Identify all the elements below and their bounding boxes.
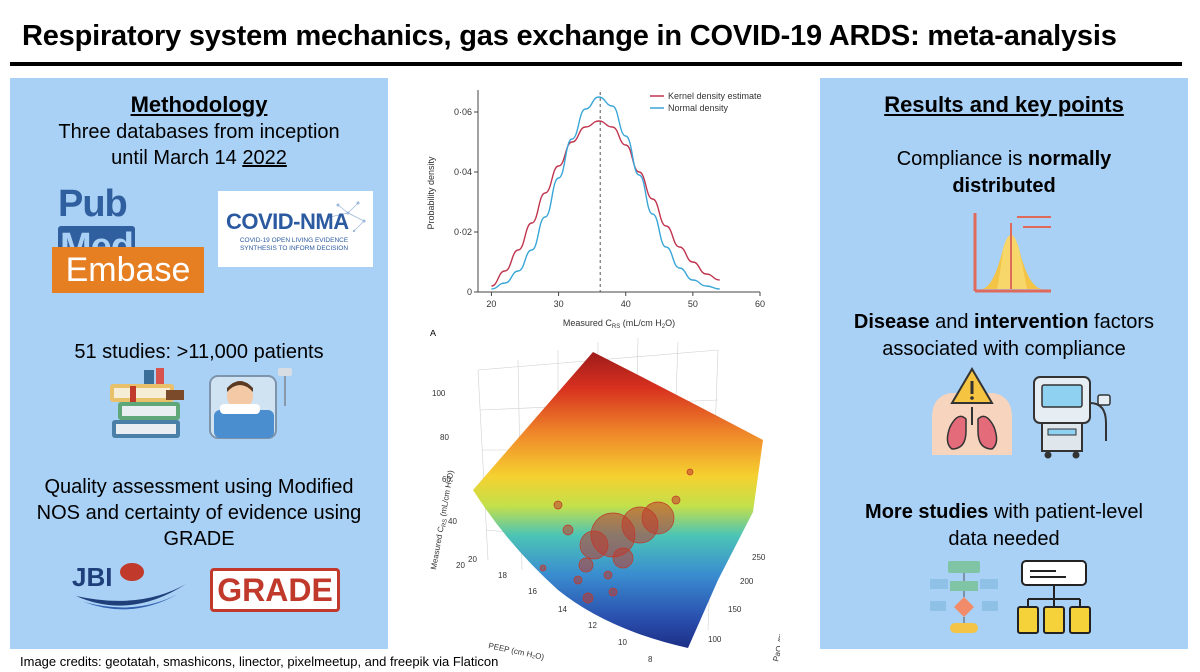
- point-normal-line-1: Compliance is normally: [820, 147, 1188, 172]
- surface-z-tick: 60: [442, 475, 451, 484]
- surface-ticks: 20 40 60 80 100 8 10 12 14 16 18 20 100 150 200 250: [432, 389, 766, 664]
- surface-x-tick: 18: [498, 571, 507, 580]
- surface-y-tick: 250: [752, 553, 766, 562]
- bell-curve-icon: [973, 213, 1051, 293]
- density-y-tick-label: 0: [467, 287, 472, 297]
- methodology-heading: Methodology: [130, 92, 268, 117]
- databases-line-2: until March 14 2022: [10, 146, 388, 171]
- pubmed-logo: PubMed: [58, 183, 198, 269]
- density-y-tick-label: 0·04: [454, 167, 472, 177]
- databases-line-1: Three databases from inception: [58, 121, 340, 143]
- flowchart-icon: [930, 561, 998, 633]
- point-factors-line-2: associated with compliance: [882, 338, 1126, 360]
- data-network-icon: [1017, 560, 1091, 634]
- surface-z-tick: 80: [440, 433, 449, 442]
- page-title: Respiratory system mechanics, gas exchan…: [22, 20, 1117, 52]
- density-line-normal-density: [491, 96, 720, 290]
- jbi-logo: JBI: [70, 562, 190, 612]
- density-y-tick-label: 0·06: [454, 107, 472, 117]
- density-x-tick-label: 20: [486, 299, 496, 309]
- density-axes: 20 30 40 50 60 0 0·02 0·04 0·06 Probability densi…: [426, 90, 765, 330]
- density-x-label: Measured CRS (mL/cm H2O): [563, 318, 675, 330]
- point-studies-suffix: with patient-level: [988, 501, 1143, 523]
- density-x-tick-label: 60: [755, 299, 765, 309]
- point-factors-bold-2: intervention: [974, 311, 1089, 333]
- results-heading: Results and key points: [884, 92, 1124, 117]
- point-factors-suffix: factors: [1088, 311, 1155, 333]
- methodology-panel: Methodology Three databases from incepti…: [10, 78, 388, 649]
- compliance-surface: [473, 352, 763, 648]
- legend-label: Normal density: [668, 103, 729, 113]
- pubmed-pub-text: Pub: [58, 183, 128, 225]
- point-factors-line-1: Disease and intervention factors: [820, 310, 1188, 335]
- lungs-warning-icon: [932, 367, 1012, 455]
- quality-line-3: GRADE: [163, 528, 235, 550]
- surface-x-tick: 20: [468, 555, 477, 564]
- density-x-tick-label: 30: [554, 299, 564, 309]
- ventilator-icon: [1033, 376, 1111, 459]
- density-chart: 20 30 40 50 60 0 0·02 0·04 0·06 Probability densi…: [426, 90, 765, 330]
- covid-nma-network-graphic: [328, 201, 366, 233]
- point-studies-line-2: data needed: [948, 528, 1060, 550]
- surface-x-tick: 14: [558, 605, 567, 614]
- surface-z-tick: 20: [456, 561, 465, 570]
- study-points: [539, 468, 694, 604]
- surface-panel-label: A: [430, 330, 436, 338]
- density-x-tick-label: 50: [688, 299, 698, 309]
- surface-y-tick: 200: [740, 577, 754, 586]
- point-studies-bold: More studies: [865, 501, 989, 523]
- point-normal-bold: normally: [1027, 148, 1112, 170]
- legend-label: Kernel density estimate: [668, 91, 762, 101]
- surface-z-tick: 40: [448, 517, 457, 526]
- density-y-label: Probability density: [426, 156, 436, 230]
- point-factors-bold-1: Disease: [853, 311, 930, 333]
- density-line-kernel-density-estimate: [491, 120, 720, 287]
- surface-x-tick: 12: [588, 621, 597, 630]
- books-icon: [110, 368, 184, 438]
- quality-line-2: NOS and certainty of evidence using: [36, 502, 362, 524]
- databases-year: 2022: [242, 147, 287, 169]
- covid-nma-subtitle: COVID-19 OPEN LIVING EVIDENCE SYNTHESIS …: [239, 237, 349, 252]
- surface-y-tick: 100: [708, 635, 722, 644]
- point-normal-line-2: distributed: [952, 175, 1056, 197]
- surface-y-tick: 150: [728, 605, 742, 614]
- surface-z-tick: 100: [432, 389, 446, 398]
- point-normal-prefix: Compliance is: [896, 148, 1028, 170]
- density-y-tick-label: 0·02: [454, 227, 472, 237]
- density-x-tick-label: 40: [621, 299, 631, 309]
- density-series: [491, 96, 720, 290]
- surface-ylabel: PaO₂/FiO₂ ratio (mm Hg): [771, 574, 780, 662]
- quality-line-1: Quality assessment using Modified: [44, 476, 354, 498]
- point-studies-line-1: More studies with patient-level: [820, 500, 1188, 525]
- surface-x-tick: 8: [648, 655, 653, 664]
- covid-nma-title: COVID-NMA: [226, 209, 349, 234]
- patient-in-bed-icon: [209, 368, 292, 439]
- surface-x-tick: 10: [618, 638, 627, 647]
- density-legend: Kernel density estimate Normal density: [650, 91, 762, 113]
- covid-nma-logo: COVID-NMA COVID-19 OPEN LIVING EVIDENCE …: [218, 191, 373, 267]
- surface-x-tick: 16: [528, 587, 537, 596]
- results-panel: Results and key points Compliance is nor…: [820, 78, 1188, 649]
- point-factors-mid: and: [929, 311, 975, 333]
- databases-date: until March 14: [111, 147, 243, 169]
- title-divider: [10, 62, 1182, 66]
- embase-logo: Embase: [52, 247, 204, 293]
- jbi-swoosh-graphic: [76, 563, 186, 610]
- studies-count: 51 studies: >11,000 patients: [74, 341, 324, 363]
- jbi-text: JBI: [72, 562, 113, 592]
- grade-logo: GRADE: [210, 568, 340, 612]
- image-credits: Image credits: geotatah, smashicons, lin…: [20, 654, 499, 669]
